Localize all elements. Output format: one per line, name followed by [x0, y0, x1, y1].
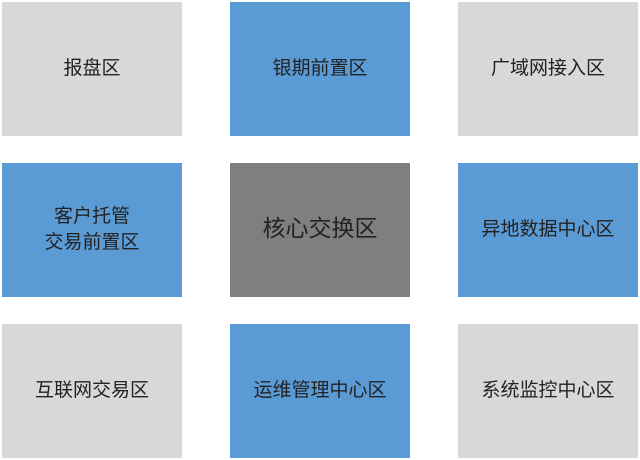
zone-client-custody: 客户托管 交易前置区: [2, 163, 182, 297]
zone-internet-trading: 互联网交易区: [2, 324, 182, 458]
zone-yinqi-front: 银期前置区: [230, 2, 410, 136]
zone-baopan: 报盘区: [2, 2, 182, 136]
zone-label: 系统监控中心区: [481, 379, 615, 402]
zone-label: 报盘区: [63, 57, 121, 80]
zone-system-monitoring: 系统监控中心区: [458, 324, 638, 458]
zone-core-exchange: 核心交换区: [230, 163, 410, 297]
zone-label: 客户托管 交易前置区: [44, 205, 140, 253]
zone-ops-management: 运维管理中心区: [230, 324, 410, 458]
zone-label: 异地数据中心区: [481, 218, 615, 241]
zone-label: 核心交换区: [262, 216, 378, 243]
zone-label: 运维管理中心区: [253, 379, 387, 402]
zone-wan-access: 广域网接入区: [458, 2, 638, 136]
zone-label: 广域网接入区: [490, 57, 605, 80]
zone-label: 银期前置区: [272, 57, 368, 80]
zone-label: 互联网交易区: [34, 379, 149, 402]
zone-remote-datacenter: 异地数据中心区: [458, 163, 638, 297]
